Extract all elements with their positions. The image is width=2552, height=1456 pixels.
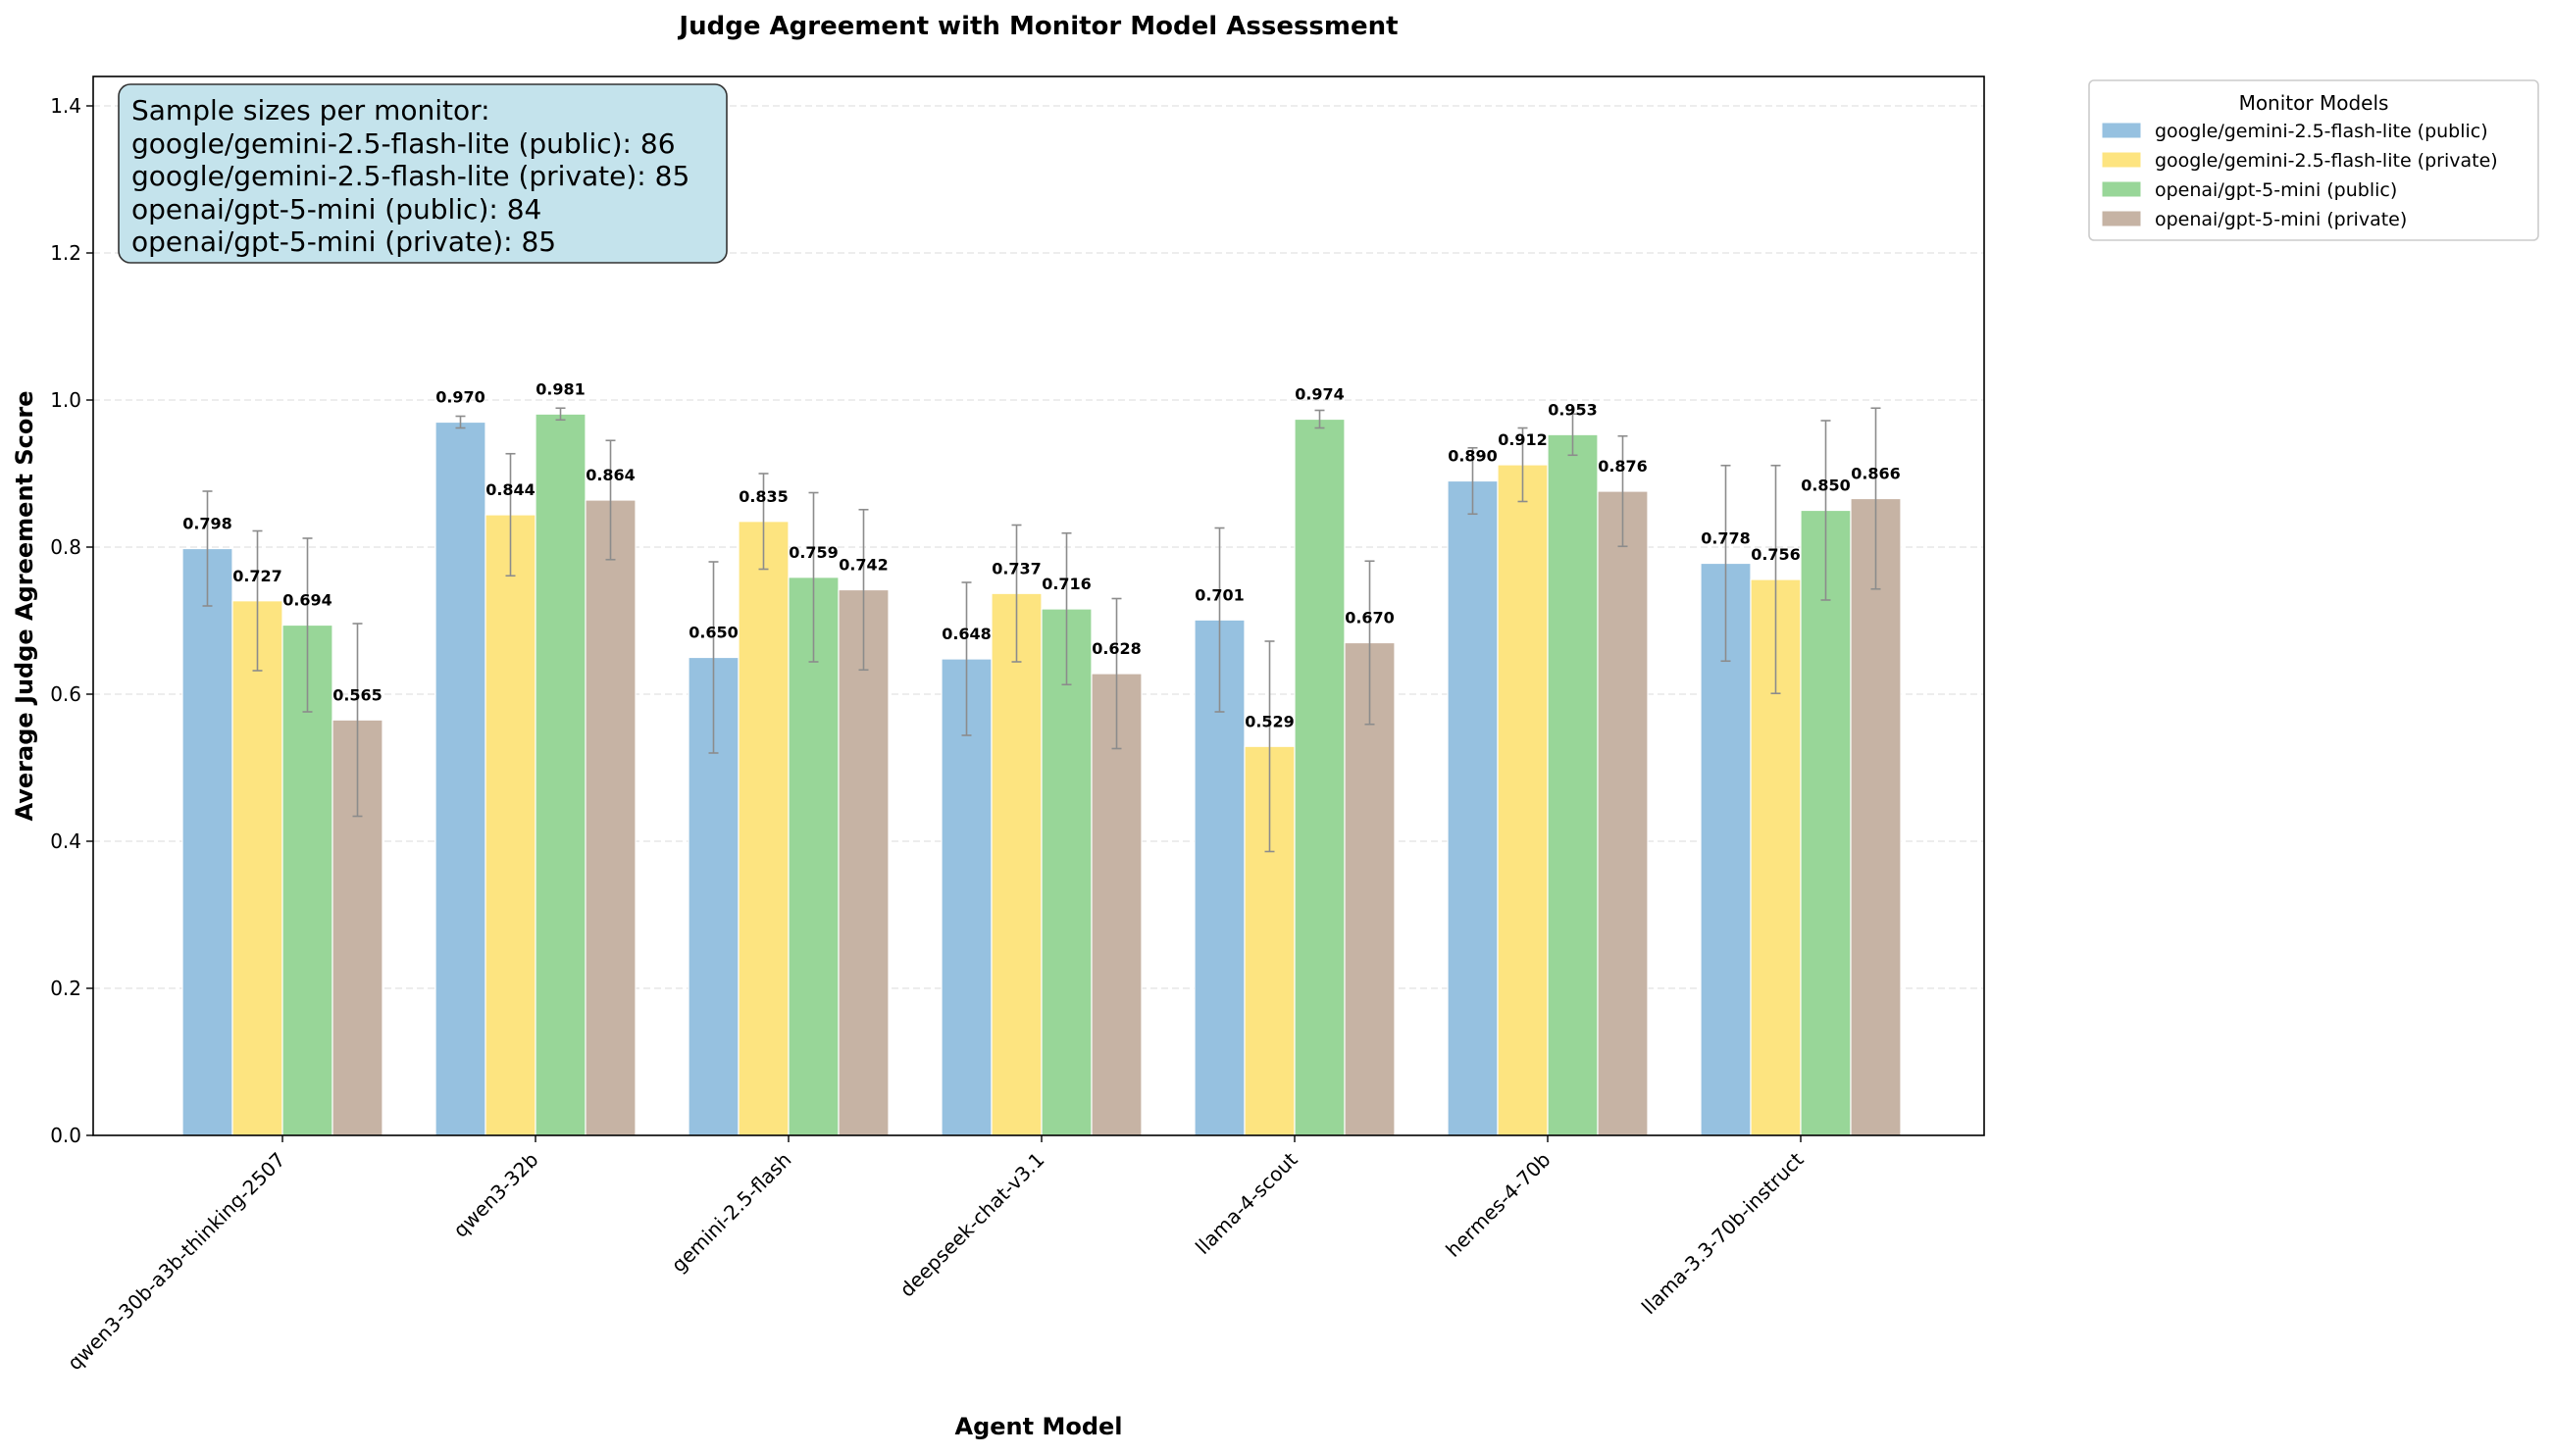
y-axis: 0.0 0.2 0.4 0.6 0.8 1.0 1.2 1.4 xyxy=(50,94,93,1147)
data-label: 0.970 xyxy=(435,388,485,407)
data-label: 0.727 xyxy=(232,567,282,585)
legend-swatch xyxy=(2101,122,2142,139)
annotation-line: Sample sizes per monitor: xyxy=(131,94,490,126)
legend-swatch xyxy=(2101,151,2142,169)
data-label: 0.759 xyxy=(789,543,839,562)
annotation-line: openai/gpt-5-mini (private): 85 xyxy=(131,226,556,258)
data-label: 0.876 xyxy=(1598,457,1648,476)
data-label: 0.981 xyxy=(536,379,586,398)
legend-box xyxy=(2088,79,2539,241)
error-bars-layer xyxy=(202,407,1881,853)
data-label: 0.835 xyxy=(739,487,789,506)
data-label: 0.866 xyxy=(1851,465,1901,483)
data-label: 0.844 xyxy=(485,480,536,499)
bar xyxy=(585,499,637,1136)
y-tick-label: 0.4 xyxy=(50,829,81,853)
legend-label: openai/gpt-5-mini (private) xyxy=(2155,209,2407,230)
data-label: 0.737 xyxy=(992,559,1042,577)
bar xyxy=(1041,608,1093,1136)
y-tick-label: 1.2 xyxy=(50,241,81,265)
data-label: 0.565 xyxy=(332,685,383,704)
legend-entries: google/gemini-2.5-flash-lite (public) goo… xyxy=(2101,121,2498,230)
y-tick-label: 0.6 xyxy=(50,682,81,706)
y-tick-label: 1.4 xyxy=(50,94,81,118)
data-label: 0.694 xyxy=(282,591,332,610)
data-label: 0.912 xyxy=(1498,430,1548,449)
annotation-line: openai/gpt-5-mini (public): 84 xyxy=(131,193,541,226)
data-label: 0.974 xyxy=(1295,385,1345,404)
data-label: 0.650 xyxy=(689,624,739,642)
bar xyxy=(991,592,1043,1136)
data-label: 0.628 xyxy=(1092,639,1142,658)
data-label: 0.864 xyxy=(586,466,636,484)
legend-label: google/gemini-2.5-flash-lite (private) xyxy=(2155,150,2498,172)
data-label: 0.798 xyxy=(182,515,232,533)
bar xyxy=(485,514,536,1136)
data-label: 0.716 xyxy=(1042,575,1092,593)
legend-title: Monitor Models xyxy=(2239,91,2389,115)
bar xyxy=(535,413,587,1136)
annotation-box xyxy=(118,83,728,264)
data-label: 0.890 xyxy=(1448,447,1498,466)
bar xyxy=(941,658,993,1136)
plot-frame xyxy=(92,75,1985,1136)
chart-title: Judge Agreement with Monitor Model Asses… xyxy=(677,12,1398,41)
y-axis-label: Average Judge Agreement Score xyxy=(11,391,38,822)
legend-label: google/gemini-2.5-flash-lite (public) xyxy=(2155,121,2488,142)
data-label: 0.778 xyxy=(1701,529,1751,548)
y-tick-label: 1.0 xyxy=(50,388,81,412)
legend-swatch xyxy=(2101,180,2142,198)
data-label: 0.850 xyxy=(1801,477,1851,495)
bar xyxy=(788,577,840,1136)
data-label: 0.742 xyxy=(839,556,889,575)
bar xyxy=(231,600,283,1136)
data-label: 0.648 xyxy=(942,625,992,643)
x-axis-label: Agent Model xyxy=(955,1413,1123,1440)
annotation-line: google/gemini-2.5-flash-lite (private): … xyxy=(131,160,689,192)
bar xyxy=(1294,418,1346,1136)
data-label: 0.670 xyxy=(1345,609,1395,628)
sample-size-annotation: Sample sizes per monitor: google/gemini-… xyxy=(118,83,728,264)
data-label: 0.953 xyxy=(1548,400,1598,419)
bar xyxy=(1091,673,1143,1136)
bar xyxy=(1800,509,1852,1136)
bar xyxy=(738,521,790,1136)
bar xyxy=(1850,497,1902,1136)
data-label: 0.756 xyxy=(1751,545,1801,564)
bar xyxy=(181,547,233,1136)
data-label: 0.701 xyxy=(1195,585,1245,604)
legend: Monitor Models google/gemini-2.5-flash-l… xyxy=(2088,79,2539,241)
data-label: 0.529 xyxy=(1245,712,1295,730)
bar xyxy=(838,588,890,1136)
y-tick-label: 0.2 xyxy=(50,977,81,1000)
bar xyxy=(434,421,486,1136)
legend-label: openai/gpt-5-mini (public) xyxy=(2155,179,2397,201)
y-tick-label: 0.8 xyxy=(50,535,81,559)
bar xyxy=(1547,433,1599,1136)
legend-swatch xyxy=(2101,210,2142,227)
y-tick-label: 0.0 xyxy=(50,1124,81,1147)
bar xyxy=(1597,490,1649,1136)
annotation-line: google/gemini-2.5-flash-lite (public): 8… xyxy=(131,127,676,160)
bar xyxy=(1447,479,1499,1136)
bar xyxy=(1497,464,1549,1136)
